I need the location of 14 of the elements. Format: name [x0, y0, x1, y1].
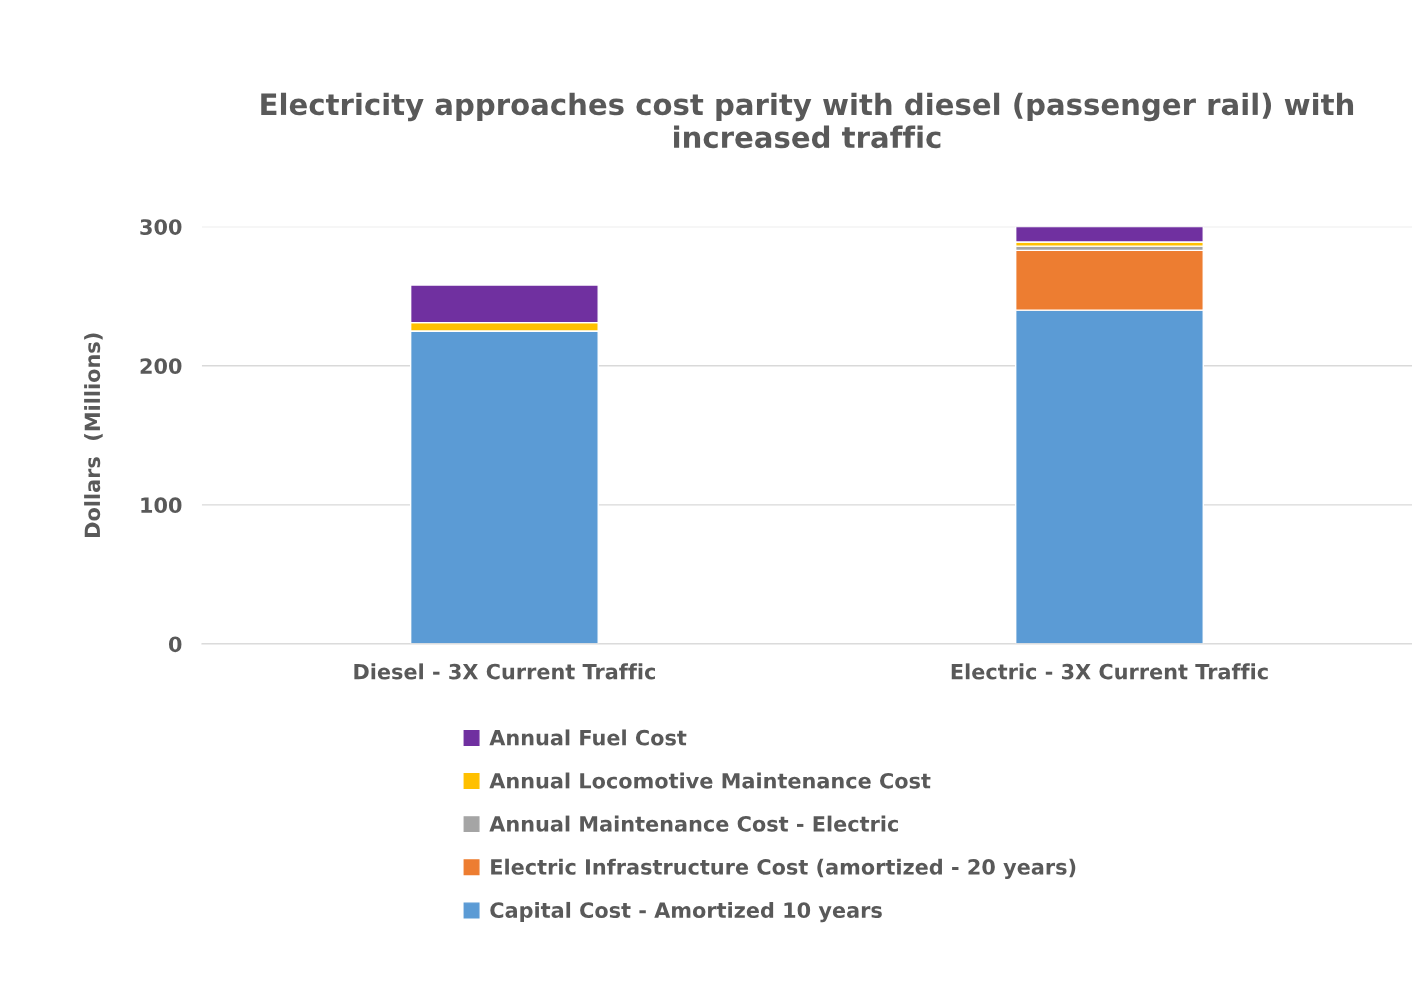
legend-label: Annual Locomotive Maintenance Cost	[489, 772, 931, 789]
x-tick-label: Diesel - 3X Current Traffic	[354, 663, 655, 680]
x-tick-label: Electric - 3X Current Traffic	[951, 663, 1268, 680]
y-axis-title: Dollars (Millions)	[84, 333, 103, 537]
y-tick-label: 200	[140, 358, 182, 374]
legend-label: Capital Cost - Amortized 10 years	[490, 901, 882, 923]
y-tick-label: 0	[168, 636, 182, 653]
legend-label: Annual Maintenance Cost - Electric	[489, 815, 898, 832]
chart-title: Electricity approaches cost parity with diesel (passenger rail) with increased traffic	[261, 92, 1354, 149]
y-tick-label: 300	[140, 219, 182, 235]
y-tick-label: 100	[141, 497, 182, 514]
legend-label: Annual Fuel Cost	[489, 729, 687, 746]
bar	[1015, 226, 1204, 243]
legend-label: Electric Infrastructure Cost (amortized - 20 years)	[491, 858, 1076, 879]
